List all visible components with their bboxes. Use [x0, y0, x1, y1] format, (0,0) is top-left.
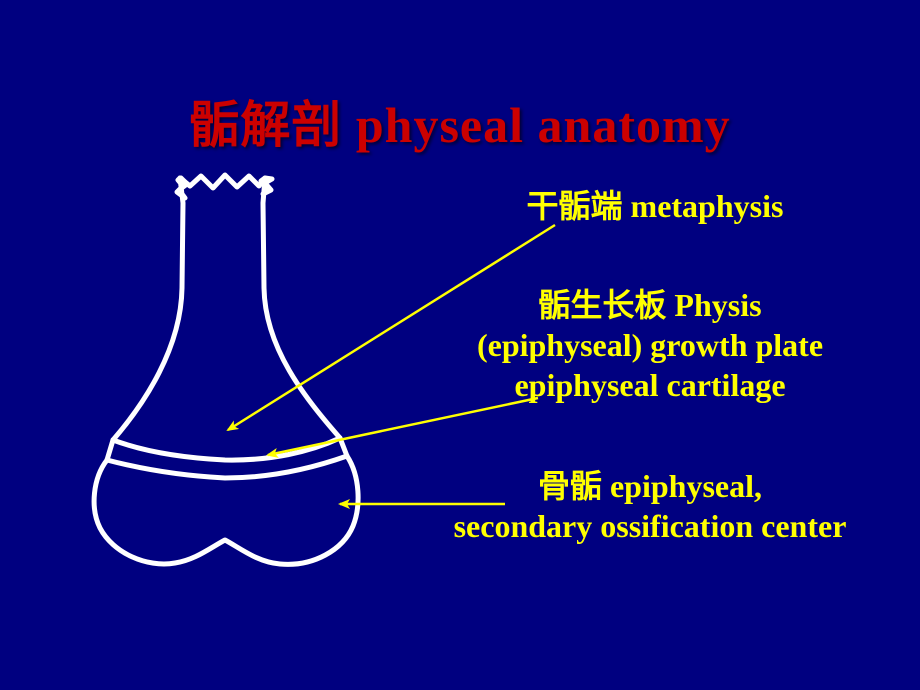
- label-epiphysis-line1: 骨骺 epiphyseal,: [538, 468, 762, 504]
- slide-title: 骺解剖 physeal anatomy: [0, 85, 920, 157]
- label-epiphysis-line2: secondary ossification center: [454, 508, 847, 544]
- label-physis-line3: epiphyseal cartilage: [514, 367, 785, 403]
- label-physis-line2: (epiphyseal) growth plate: [477, 327, 823, 363]
- label-physis-line1: 骺生长板 Physis: [538, 287, 761, 323]
- label-physis: 骺生长板 Physis (epiphyseal) growth plate ep…: [435, 285, 865, 405]
- label-metaphysis: 干骺端 metaphysis: [445, 186, 865, 226]
- label-epiphysis: 骨骺 epiphyseal, secondary ossification ce…: [420, 466, 880, 546]
- bone-diagram: [75, 168, 375, 588]
